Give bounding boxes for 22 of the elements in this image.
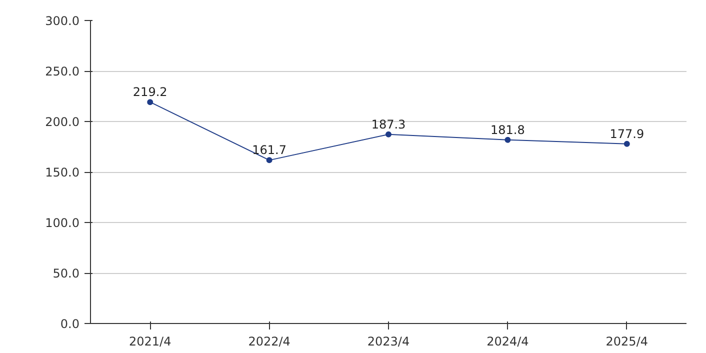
y-tick-label: 250.0: [45, 64, 80, 78]
data-label: 177.9: [610, 126, 644, 141]
y-tick-label: 200.0: [45, 115, 80, 129]
x-tick-label: 2022/4: [248, 334, 290, 348]
point: [147, 99, 154, 106]
data-label: 161.7: [252, 143, 286, 158]
y-tick-label: 100.0: [45, 216, 80, 230]
x-tick-label: 2021/4: [128, 334, 172, 348]
y-tick-label: 150.0: [45, 166, 80, 180]
point: [266, 157, 272, 164]
x-tick-label: 2024/4: [486, 334, 529, 348]
point: [386, 131, 392, 138]
y-tick-label: 50.0: [52, 266, 80, 280]
point: [624, 140, 630, 147]
data-label: 219.2: [132, 85, 168, 100]
point: [504, 136, 511, 143]
data-label: 181.8: [490, 122, 525, 137]
x-tick-label: 2023/4: [367, 334, 410, 348]
y-tick-label: 0.0: [60, 317, 80, 331]
y-tick-label: 300.0: [45, 14, 80, 28]
data-label: 187.3: [371, 117, 406, 132]
x-tick-label: 2025/4: [606, 334, 648, 348]
